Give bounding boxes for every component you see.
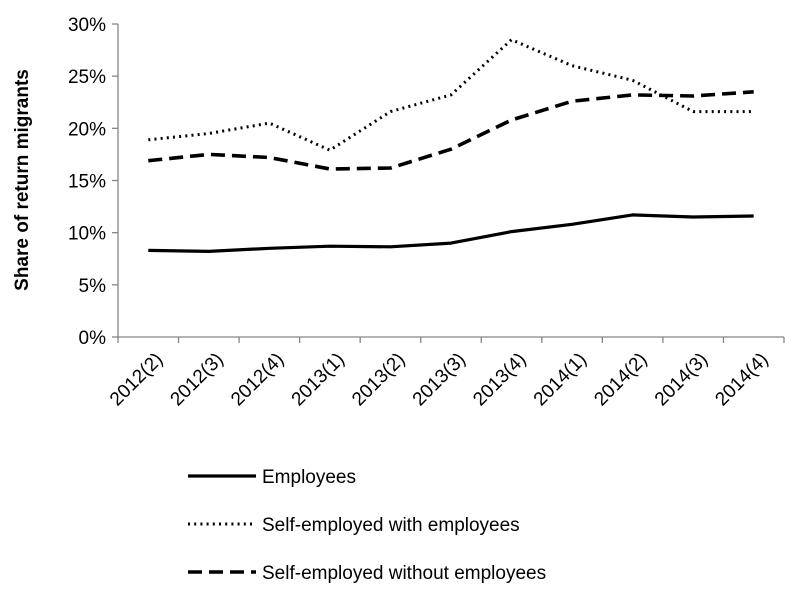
legend: Employees Self-employed with employees Sel… [188,467,546,584]
y-tick-label: 25% [68,67,106,88]
x-tick-label: 2013(1) [288,349,349,410]
x-tick-label: 2013(2) [348,349,409,410]
x-tick-label: 2012(4) [227,349,288,410]
legend-label-3: Self-employed without employees [262,563,546,584]
x-tick-label: 2012(3) [167,349,228,410]
axis-labels: 0% 5% 10% 15% 20% 25% 30% 2012(2) 2012(3) 2012(4)… [68,15,773,410]
x-tick-label: 2014(4) [712,349,773,410]
y-tick-label: 5% [79,276,107,297]
y-tick-label: 20% [68,119,106,140]
y-axis-title: Share of return migrants [12,69,33,291]
y-tick-label: 10% [68,224,106,245]
series-line-1 [148,213,754,253]
x-tick-label: 2014(3) [651,349,712,410]
y-tick-label: 15% [68,172,106,193]
series-line-2 [148,38,754,152]
x-tick-label: 2013(3) [409,349,470,410]
x-tick-label: 2014(2) [590,349,651,410]
x-tick-label: 2012(2) [106,349,167,410]
series-line-3 [148,90,754,171]
series-lines [148,38,754,253]
y-tick-label: 30% [68,15,106,36]
legend-label-2: Self-employed with employees [262,515,520,536]
y-tick-label: 0% [79,328,107,349]
legend-label-1: Employees [262,467,356,488]
x-tick-label: 2014(1) [530,349,591,410]
axes [112,23,785,343]
x-tick-label: 2013(4) [469,349,530,410]
